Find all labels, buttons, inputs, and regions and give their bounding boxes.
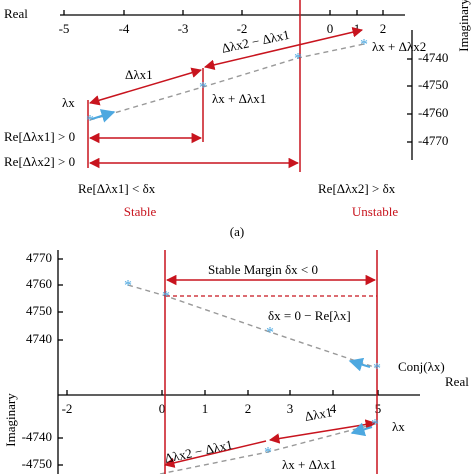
- arrow: [163, 440, 267, 468]
- label: Δλx1: [303, 404, 333, 424]
- y-tick-label: 4750: [26, 303, 52, 318]
- x-tick-label: 2: [245, 401, 252, 416]
- label: Stable: [124, 204, 157, 219]
- y-tick-label: 4770: [26, 250, 52, 265]
- label: Conj(λx): [398, 359, 445, 374]
- trajectory: [89, 43, 365, 121]
- y-tick-label: -4750: [22, 456, 52, 471]
- x-tick-label: 2: [380, 21, 387, 36]
- point: *: [86, 113, 94, 130]
- caption: (a): [230, 224, 244, 239]
- x-tick-label: 0: [327, 21, 334, 36]
- label: Re[Δλx2] > 0: [4, 154, 75, 169]
- label: Δλx1: [125, 67, 153, 82]
- x-tick-label: 1: [202, 401, 209, 416]
- label: Δλx2 − Δλx1: [220, 27, 291, 56]
- label: λx + Δλx1: [212, 91, 266, 106]
- axis-label: Real: [445, 374, 469, 389]
- label: λx: [392, 419, 405, 434]
- label: λx + Δλx2: [372, 39, 426, 54]
- x-tick-label: -2: [62, 401, 73, 416]
- label: Unstable: [352, 204, 398, 219]
- axis-label: Imaginary: [456, 0, 471, 52]
- point: *: [373, 361, 381, 378]
- x-tick-label: 1: [354, 21, 361, 36]
- y-tick-label: -4750: [418, 77, 448, 92]
- x-tick-label: 0: [159, 401, 166, 416]
- axis-label: Imaginary: [3, 393, 18, 447]
- point: *: [162, 289, 170, 306]
- y-tick-label: -4770: [418, 133, 448, 148]
- point: *: [371, 417, 379, 434]
- label: λx: [62, 95, 75, 110]
- label: Re[Δλx1] > 0: [4, 129, 75, 144]
- x-tick-label: 3: [287, 401, 294, 416]
- label: Stable Margin δx < 0: [208, 262, 318, 277]
- arrow: [203, 27, 364, 70]
- x-tick-label: 4: [330, 401, 337, 416]
- label: Re[Δλx1] < δx: [78, 181, 156, 196]
- axis-label: Real: [4, 6, 28, 21]
- y-tick-label: -4740: [22, 429, 52, 444]
- point: *: [199, 80, 207, 97]
- point: *: [124, 278, 132, 295]
- x-tick-label: 5: [375, 401, 382, 416]
- label: Re[Δλx2] > δx: [318, 181, 396, 196]
- point: *: [266, 325, 274, 342]
- label: δx = 0 − Re[λx]: [268, 308, 351, 323]
- y-tick-label: -4760: [418, 105, 448, 120]
- direction: [91, 109, 116, 123]
- ticks: -2 0 1 2 3 4 5 4770 4760 4750 4740 -4740 -4750: [22, 250, 382, 471]
- point: *: [294, 51, 302, 68]
- panel-a: Real Imaginary -5 -4 -3 -2 0 1 2 -4740 -4750 -476…: [4, 0, 471, 239]
- direction: [350, 422, 373, 437]
- point: *: [360, 37, 368, 54]
- y-tick-label: -4740: [418, 50, 448, 65]
- x-tick-label: -3: [178, 21, 189, 36]
- x-tick-label: -4: [119, 21, 130, 36]
- point: *: [264, 445, 272, 462]
- direction: [348, 357, 371, 372]
- trajectory: [127, 284, 378, 369]
- x-tick-label: -5: [59, 21, 70, 36]
- label: λx + Δλx1: [282, 457, 336, 472]
- panel-b: Real Imaginary -2 0 1 2 3 4 54770476047504740-…: [3, 250, 469, 474]
- arrow: [88, 67, 203, 106]
- ticks: -5 -4 -3 -2 0 1 2 -4740 -4750 -4760 -4770: [59, 10, 448, 148]
- y-tick-label: 4760: [26, 276, 52, 291]
- x-tick-label: -2: [237, 21, 248, 36]
- y-tick-label: 4740: [26, 331, 52, 346]
